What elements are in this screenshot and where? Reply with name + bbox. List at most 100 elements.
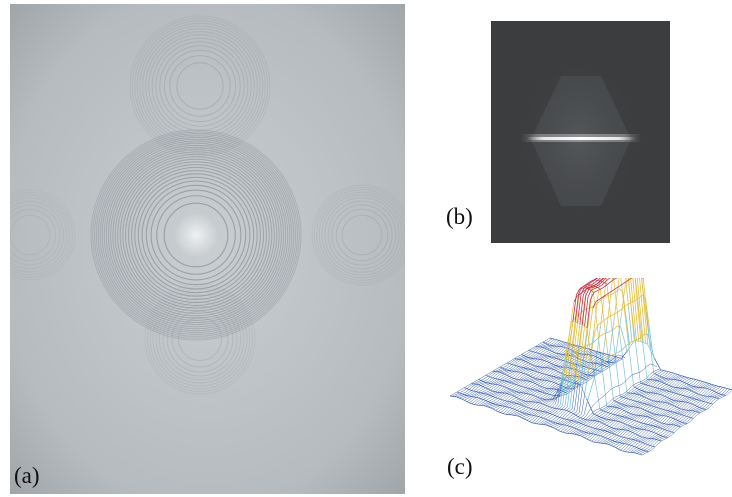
mesh-line <box>686 381 691 384</box>
mesh-line <box>692 404 700 409</box>
mesh-line <box>635 382 640 384</box>
mesh-line <box>504 403 509 407</box>
mesh-line <box>585 334 590 361</box>
mesh-line <box>591 362 596 366</box>
mesh-line <box>687 417 692 422</box>
mesh-line <box>623 443 628 448</box>
mesh-line <box>522 356 527 359</box>
mesh-line <box>632 303 637 341</box>
mesh-line <box>693 410 701 414</box>
mesh-line <box>601 420 606 424</box>
mesh-line <box>503 387 508 391</box>
mesh-line <box>641 415 646 419</box>
mesh-line <box>631 393 636 397</box>
mesh-line <box>673 379 680 381</box>
mesh-line <box>676 421 681 424</box>
mesh-line <box>542 357 546 360</box>
mesh-line <box>499 395 504 400</box>
mesh-line <box>616 415 621 419</box>
mesh-line <box>520 390 525 393</box>
mesh-line <box>590 370 595 374</box>
mesh-line <box>636 436 641 439</box>
mesh-line <box>625 438 629 442</box>
mesh-line <box>532 380 537 383</box>
mesh-line <box>653 420 658 424</box>
mesh-line <box>644 402 648 404</box>
mesh-line <box>704 402 709 407</box>
mesh-line <box>675 401 679 404</box>
mesh-line <box>498 385 503 390</box>
mesh-line <box>513 364 521 368</box>
mesh-line <box>555 389 560 404</box>
ring <box>107 146 285 324</box>
mesh-line <box>669 411 673 414</box>
mesh-line <box>640 450 644 452</box>
mesh-line <box>534 376 539 379</box>
mesh-line <box>645 392 649 395</box>
ring <box>341 214 383 256</box>
mesh-line <box>586 430 590 433</box>
mesh-line <box>542 396 547 400</box>
mesh-line <box>688 397 693 400</box>
mesh-line <box>544 340 549 344</box>
mesh-line <box>660 422 668 425</box>
mesh-line <box>654 371 659 374</box>
mesh-line <box>534 352 538 357</box>
mesh-line <box>717 386 721 390</box>
mesh-line <box>538 421 543 425</box>
mesh-line <box>552 352 557 356</box>
mesh-line <box>542 418 546 422</box>
mesh-line <box>452 394 457 397</box>
mesh-line <box>477 404 485 407</box>
mesh-line <box>613 434 617 438</box>
mesh-line <box>554 371 559 375</box>
ring <box>311 184 405 286</box>
mesh-line <box>524 368 529 371</box>
mesh-line <box>660 401 667 404</box>
mesh-line <box>593 431 597 435</box>
mesh-line <box>664 393 669 397</box>
mesh-line <box>492 388 497 392</box>
mesh-line <box>681 395 686 400</box>
mesh-line <box>687 410 691 414</box>
mesh-line <box>546 354 551 357</box>
mesh-line <box>639 433 644 437</box>
mesh-line <box>641 403 645 406</box>
mesh-line <box>522 401 527 404</box>
mesh-line <box>644 434 649 439</box>
mesh-line <box>601 319 606 323</box>
mesh-line <box>660 399 664 403</box>
mesh-line <box>661 429 665 433</box>
mesh-line <box>584 419 588 423</box>
mesh-line <box>639 278 643 308</box>
mesh-line <box>638 412 642 416</box>
mesh-line <box>534 346 539 349</box>
mesh-line <box>592 424 597 429</box>
mesh-line <box>541 377 546 381</box>
mesh-line <box>474 397 479 402</box>
mesh-line <box>548 345 553 348</box>
mesh-line <box>631 442 636 446</box>
mesh-line <box>518 363 523 367</box>
mesh-line <box>587 417 592 421</box>
mesh-line <box>699 380 707 383</box>
mesh-line <box>661 374 666 378</box>
mesh-line <box>547 381 552 385</box>
mesh-line <box>706 396 711 400</box>
mesh-line <box>582 415 587 420</box>
ring <box>156 195 236 275</box>
mesh-line <box>696 380 701 385</box>
mesh-line <box>486 376 491 380</box>
mesh-line <box>641 441 649 446</box>
mesh-line <box>678 414 682 418</box>
mesh-line <box>515 403 520 406</box>
mesh-line <box>500 409 505 413</box>
mesh-line <box>619 413 624 417</box>
mesh-line <box>679 422 683 424</box>
ring <box>130 169 262 301</box>
mesh-line <box>553 367 558 370</box>
mesh-line <box>549 337 557 341</box>
mesh-line <box>482 400 486 404</box>
mesh-line <box>631 427 635 430</box>
mesh-line <box>489 403 494 405</box>
